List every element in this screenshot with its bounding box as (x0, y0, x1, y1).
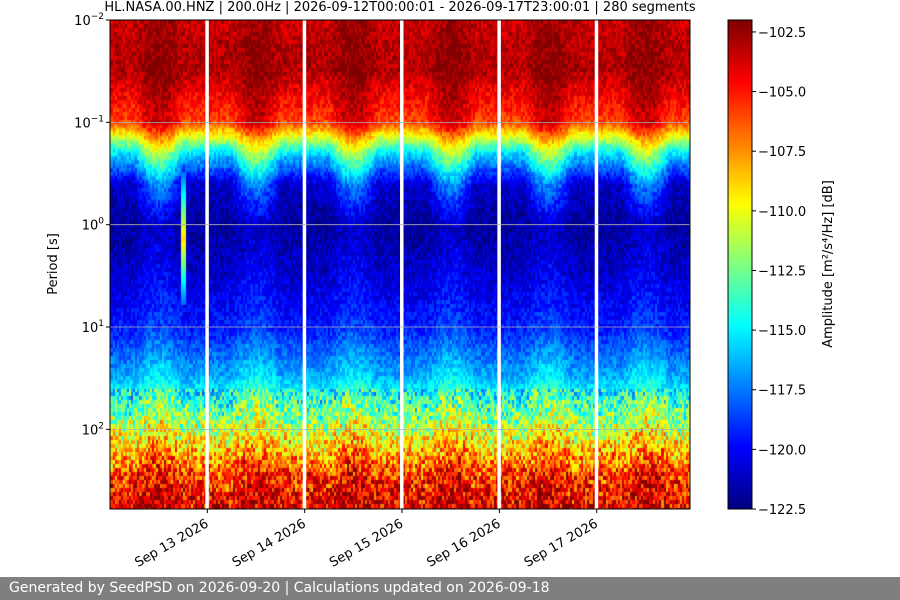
x-tick-label-3: Sep 15 2026 (327, 516, 406, 570)
heatmap-area (109, 19, 691, 510)
colorbar-tick-label-4: −110.0 (758, 205, 806, 220)
y-tick-label-3: 100 (82, 217, 105, 234)
x-tick-label-1: Sep 13 2026 (132, 516, 211, 570)
y-axis-label: Period [s] (46, 233, 61, 295)
footer-text: Generated by SeedPSD on 2026-09-20 | Cal… (9, 580, 550, 596)
data-gap-5 (594, 20, 599, 509)
colorbar-tick-label-8: −120.0 (758, 443, 806, 458)
colorbar-ticks: −102.5 −105.0 −107.5 −110.0 −112.5 −115.0 −117… (752, 26, 806, 518)
y-tick-label-5: 102 (82, 421, 104, 438)
footer-bar: Generated by SeedPSD on 2026-09-20 | Cal… (0, 577, 900, 600)
y-tick-label-4: 101 (82, 319, 104, 336)
colorbar-tick-label-6: −115.0 (758, 324, 806, 339)
data-gap-3 (400, 20, 404, 509)
colorbar-tick-label-7: −117.5 (758, 384, 806, 399)
x-tick-label-5: Sep 17 2026 (522, 516, 601, 570)
data-gap-4 (497, 20, 501, 509)
y-tick-label-1: 10−2 (74, 12, 104, 29)
x-tick-label-4: Sep 16 2026 (425, 516, 504, 570)
data-gap-2 (302, 20, 307, 509)
x-axis: Sep 13 2026 Sep 14 2026 Sep 15 2026 Sep 16 … (132, 509, 601, 571)
heatmap-image (110, 20, 690, 509)
colorbar: −102.5 −105.0 −107.5 −110.0 −112.5 −115.0 −117… (727, 19, 836, 518)
x-tick-label-2: Sep 14 2026 (230, 516, 309, 570)
y-tick-label-2: 10−1 (74, 114, 104, 131)
colorbar-tick-label-9: −122.5 (758, 503, 806, 518)
colorbar-tick-label-3: −107.5 (758, 145, 806, 160)
colorbar-tick-label-2: −105.0 (758, 86, 806, 101)
data-gaps (205, 20, 599, 509)
plot-frame (109, 19, 691, 510)
colorbar-frame (727, 19, 753, 510)
chart-title: HL.NASA.00.HNZ | 200.0Hz | 2026-09-12T00… (104, 0, 696, 15)
colorbar-gradient (728, 20, 752, 509)
colorbar-label: Amplitude [m²/s⁴/Hz] [dB] (821, 180, 836, 348)
colorbar-tick-label-1: −102.5 (758, 26, 806, 41)
colorbar-tick-label-5: −112.5 (758, 264, 806, 279)
y-axis: 10−2 10−1 100 101 102 (74, 12, 110, 438)
data-gap-1 (205, 20, 209, 509)
